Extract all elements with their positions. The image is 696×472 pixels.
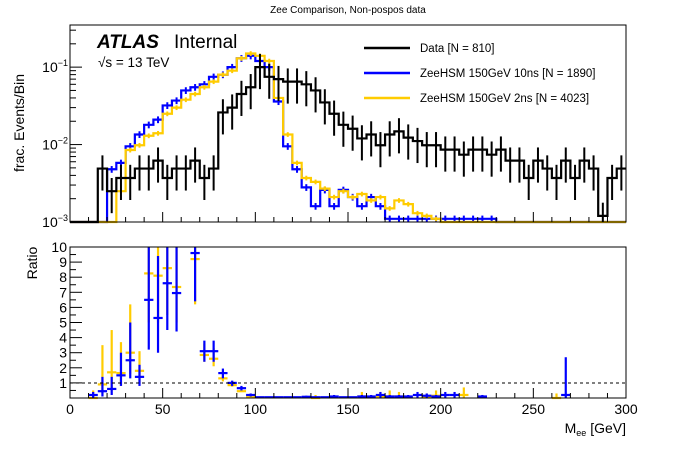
y-tick-label: 10−3 (42, 213, 68, 230)
main-plot-pad: 10−3 10−2 10−1 frac. Events/Bin ATLAS Inte… (11, 24, 627, 230)
ratio-y-axis-label: Ratio (24, 246, 40, 279)
y-tick-label: 10−1 (42, 58, 68, 75)
x-tick-label: 50 (155, 401, 171, 417)
main-x-axis-ticks (69, 212, 627, 222)
x-label-unit: [GeV] (586, 420, 626, 436)
ratio-series-group (88, 247, 571, 400)
x-tick-label: 100 (244, 401, 268, 417)
x-tick-label: 0 (66, 401, 74, 417)
histogram-series-group (70, 51, 626, 224)
x-label-main: M (565, 420, 577, 436)
ratio-series-10ns (88, 247, 571, 399)
ratio-series-2ns (88, 247, 562, 400)
y-tick-label: 7 (59, 284, 67, 300)
y-tick-label: 10−2 (42, 136, 68, 153)
legend: Data [N = 810] ZeeHSM 150GeV 10ns [N = 18… (364, 43, 595, 105)
x-tick-label: 300 (614, 401, 638, 417)
y-tick-label: 8 (59, 269, 67, 285)
y-tick-label: 2 (59, 360, 67, 376)
y-tick-label: 4 (59, 330, 67, 346)
y-tick-label: 5 (59, 315, 67, 331)
main-y-axis-label: frac. Events/Bin (11, 74, 27, 172)
atlas-label: ATLAS (96, 32, 159, 53)
x-tick-label: 250 (522, 401, 546, 417)
y-tick-label: 9 (59, 254, 67, 270)
histogram-data (70, 53, 626, 224)
ratio-plot-frame (69, 246, 627, 399)
histogram-step-line (70, 66, 626, 224)
chart-title: Zee Comparison, Non-pospos data (270, 5, 426, 16)
y-tick-label: 10 (51, 239, 67, 255)
atlas-internal-label: Internal (174, 32, 237, 53)
main-y-axis-ticks: 10−3 10−2 10−1 (42, 29, 82, 230)
x-tick-label: 200 (429, 401, 453, 417)
x-label-sub: ee (576, 428, 586, 438)
legend-label: ZeeHSM 150GeV 2ns [N = 4023] (420, 93, 589, 105)
y-tick-label: 6 (59, 299, 67, 315)
energy-label: √s = 13 TeV (98, 55, 169, 70)
legend-label: Data [N = 810] (420, 43, 494, 55)
legend-label: ZeeHSM 150GeV 10ns [N = 1890] (420, 68, 595, 80)
x-tick-label: 150 (336, 401, 360, 417)
ratio-x-axis-label: Mee [GeV] (565, 420, 626, 438)
y-tick-label: 3 (59, 345, 67, 361)
ratio-x-axis-ticks: 0 50 100 150 200 250 300 (66, 388, 638, 417)
y-tick-label: 1 (59, 375, 67, 391)
